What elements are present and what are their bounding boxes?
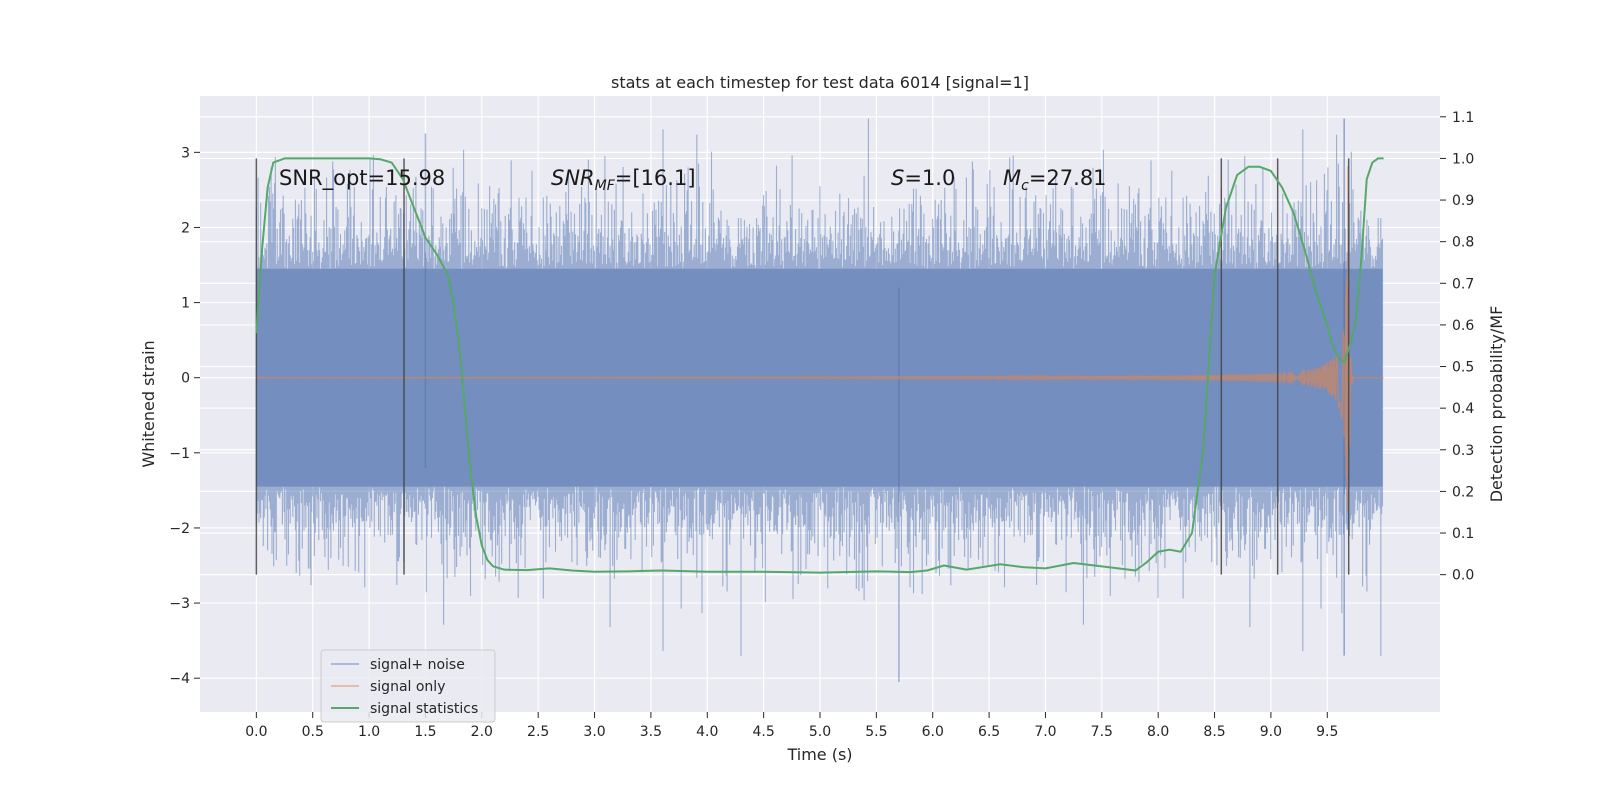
annotation-snr-mf-rest: =[16.1]	[615, 166, 696, 190]
annotation-mc-main: M	[1003, 166, 1021, 190]
chirp-trace	[255, 165, 1384, 512]
x-tick-label: 3.5	[640, 724, 662, 740]
x-tick-label: 1.0	[358, 724, 380, 740]
annotation-snr-mf-main: SNR	[551, 166, 595, 190]
y2-tick-label: 0.5	[1452, 360, 1474, 376]
y2-tick-label: 0.7	[1452, 276, 1474, 292]
vertical-markers	[255, 158, 1350, 575]
x-tick-label: 5.5	[865, 724, 887, 740]
x-tick-label: 9.0	[1260, 724, 1282, 740]
x-tick-label: 8.0	[1147, 724, 1169, 740]
annotation-s-main: S	[891, 166, 904, 190]
y2-tick-label: 1.0	[1452, 151, 1474, 167]
y-axis-ticks: 3 2 1 0 −1 −2 −3 −4	[169, 145, 200, 687]
y-tick-label: −3	[169, 596, 190, 612]
y2-tick-label: 0.8	[1452, 235, 1474, 251]
y2-tick-label: 0.6	[1452, 318, 1474, 334]
x-tick-label: 7.5	[1091, 724, 1113, 740]
x-tick-label: 8.5	[1203, 724, 1225, 740]
x-tick-label: 4.0	[696, 724, 718, 740]
y-tick-label: −2	[169, 521, 190, 537]
legend: signal+ noise signal only signal statist…	[320, 649, 496, 723]
y2-tick-label: 0.0	[1452, 568, 1474, 584]
series-signal-statistics	[255, 157, 1384, 574]
series-signal-only	[255, 165, 1384, 512]
annotation-mc-sub: c	[1021, 178, 1029, 194]
x-tick-label: 2.5	[527, 724, 549, 740]
y-tick-label: 2	[181, 220, 190, 236]
x-tick-label: 1.5	[414, 724, 436, 740]
chart-title: stats at each timestep for test data 601…	[611, 73, 1029, 92]
legend-label-signal-noise: signal+ noise	[370, 657, 465, 673]
x-tick-label: 3.0	[583, 724, 605, 740]
statistics-trace	[255, 157, 1384, 574]
annotation-s: S=1.0	[891, 166, 955, 190]
y2-tick-label: 0.4	[1452, 401, 1474, 417]
y2-tick-label: 1.1	[1452, 110, 1474, 126]
annotation-s-rest: =1.0	[904, 166, 955, 190]
y2-axis-ticks: 1.1 1.0 0.9 0.8 0.7 0.6 0.5 0.4 0.3 0.2 0.1 0.0	[1440, 110, 1474, 584]
legend-box	[320, 649, 496, 723]
legend-label-signal-only: signal only	[370, 679, 445, 695]
x-tick-label: 9.5	[1316, 724, 1338, 740]
legend-label-signal-statistics: signal statistics	[370, 701, 478, 717]
y-tick-label: 3	[181, 145, 190, 161]
y2-tick-label: 0.1	[1452, 526, 1474, 542]
x-axis-ticks: 0.0 0.5 1.0 1.5 2.0 2.5 3.0 3.5 4.0 4.5 5.0 5.5 6.0 6…	[245, 712, 1338, 740]
y-tick-label: −4	[169, 671, 190, 687]
annotation-mc-rest: =27.81	[1029, 166, 1107, 190]
x-tick-label: 2.0	[471, 724, 493, 740]
x-tick-label: 0.5	[302, 724, 324, 740]
y2-tick-label: 0.2	[1452, 484, 1474, 500]
y2-tick-label: 0.9	[1452, 193, 1474, 209]
y-axis-label: Whitened strain	[139, 340, 158, 467]
y-tick-label: −1	[169, 446, 190, 462]
annotation-snr-mf-sub: MF	[595, 178, 616, 194]
x-tick-label: 6.0	[922, 724, 944, 740]
annotation-snr-mf: SNRMF=[16.1]	[551, 166, 696, 194]
x-tick-label: 4.5	[753, 724, 775, 740]
x-tick-label: 5.0	[809, 724, 831, 740]
y-tick-label: 1	[181, 296, 190, 312]
annotation-snr-opt: SNR_opt=15.98	[279, 166, 445, 191]
x-tick-label: 0.0	[245, 724, 267, 740]
y2-tick-label: 0.3	[1452, 443, 1474, 459]
x-tick-label: 7.0	[1034, 724, 1056, 740]
x-axis-label: Time (s)	[786, 745, 852, 764]
y2-axis-label: Detection probability/MF	[1487, 306, 1506, 503]
y-tick-label: 0	[181, 371, 190, 387]
x-tick-label: 6.5	[978, 724, 1000, 740]
annotation-mc: Mc=27.81	[1003, 166, 1107, 194]
